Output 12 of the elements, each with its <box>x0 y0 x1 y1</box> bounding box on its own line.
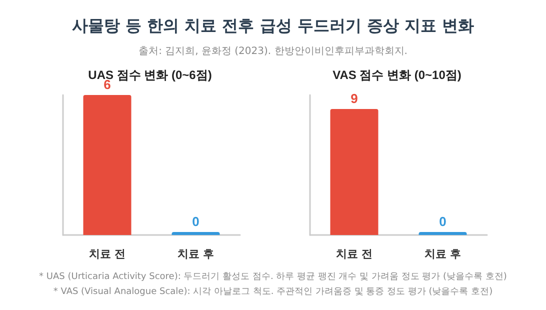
source-note: 출처: 김지희, 윤화정 (2023). 한방안이비인후피부과학회지. <box>138 45 408 58</box>
x-tick-label: 치료 전 <box>336 248 372 260</box>
text: * UAS (Urticaria Activity Score): 두드러기 활성도 점수. 하루 평균 팽진 개수 및 가려움 정도 평가 (낮을수록 호전) <box>38 271 508 283</box>
text: 사물탕 등 한의 치료 전후 급성 두드러기 증상 지표 변화 <box>70 16 476 37</box>
x-tick-label: 치료 후 <box>424 248 461 260</box>
x-tick-label: 치료 후 <box>178 248 214 260</box>
data-label: 9 <box>350 91 358 106</box>
data-label: 0 <box>439 214 446 229</box>
x-tick-label: 치료 전 <box>89 248 126 260</box>
chart-title: VAS 점수 변화 (0~10점) <box>332 68 462 82</box>
text: * VAS (Visual Analogue Scale): 시각 아날로그 척도. 주관적인 가려움증 및 통증 정도 평가 (낮을수록 호전) <box>52 286 494 298</box>
data-label: 0 <box>192 214 200 229</box>
